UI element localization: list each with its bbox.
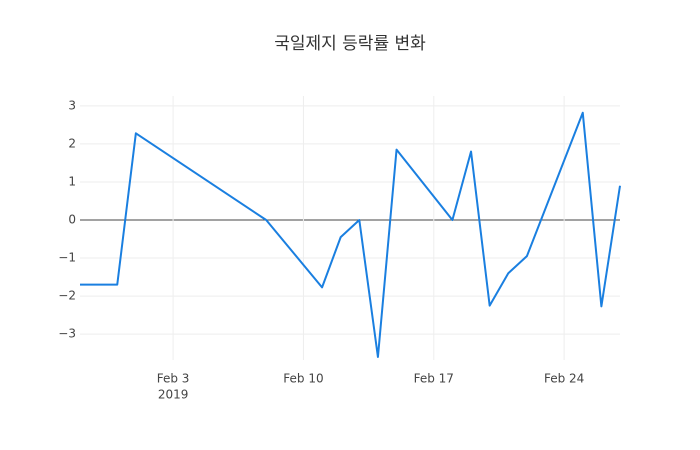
y-tick-label: 1: [68, 174, 76, 188]
x-tick-label: Feb 24: [544, 372, 584, 386]
x-tick-label: Feb 17: [414, 372, 454, 386]
y-tick-label: 3: [68, 98, 76, 112]
y-tick-label: −3: [58, 327, 76, 341]
x-year-label: 2019: [158, 388, 189, 402]
y-tick-label: −2: [58, 289, 76, 303]
chart-title: 국일제지 등락률 변화: [274, 34, 426, 54]
y-tick-label: 0: [68, 213, 76, 227]
y-tick-label: 2: [68, 136, 76, 150]
x-tick-label: Feb 10: [283, 372, 323, 386]
line: [80, 111, 621, 358]
y-tick-label: −1: [58, 251, 76, 265]
x-tick-label: Feb 3: [157, 372, 190, 386]
